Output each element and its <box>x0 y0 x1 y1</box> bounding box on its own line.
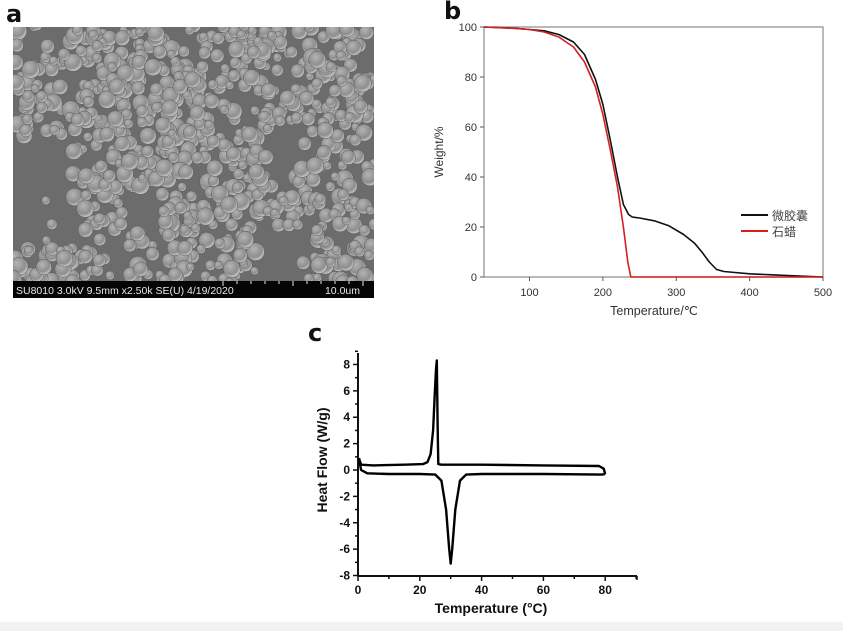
panel-label-c: c <box>308 319 323 347</box>
svg-text:-4: -4 <box>339 516 350 530</box>
tga-x-axis-label: Temperature/℃ <box>610 304 698 318</box>
dsc-series-1 <box>357 457 606 565</box>
tga-plot-frame: 100 200 300 400 500 0 20 40 60 80 100 <box>459 22 833 299</box>
svg-text:300: 300 <box>667 287 685 299</box>
tga-y-axis-label: Weight/% <box>432 126 446 177</box>
svg-text:-6: -6 <box>339 542 350 556</box>
svg-text:8: 8 <box>343 357 350 371</box>
dsc-y-axis-label: Heat Flow (W/g) <box>314 408 330 513</box>
microsphere-image <box>13 27 374 281</box>
tga-legend-label-0: 微胶囊 <box>772 208 808 223</box>
svg-text:20: 20 <box>413 583 427 597</box>
svg-text:100: 100 <box>520 287 538 299</box>
scale-ticks <box>222 281 364 286</box>
svg-text:-8: -8 <box>339 569 350 583</box>
panel-label-a: a <box>6 0 23 28</box>
svg-text:0: 0 <box>355 583 362 597</box>
svg-text:100: 100 <box>459 22 477 34</box>
dsc-series <box>357 359 607 565</box>
dsc-x-axis-label: Temperature (°C) <box>435 600 548 616</box>
svg-text:6: 6 <box>343 384 350 398</box>
sem-micrograph: SU8010 3.0kV 9.5mm x2.50k SE(U) 4/19/202… <box>13 27 374 298</box>
svg-text:40: 40 <box>465 172 477 184</box>
svg-text:20: 20 <box>465 222 477 234</box>
sem-info-bar: SU8010 3.0kV 9.5mm x2.50k SE(U) 4/19/202… <box>13 281 374 298</box>
dsc-series-0 <box>357 359 607 475</box>
svg-text:2: 2 <box>343 437 350 451</box>
svg-text:4: 4 <box>343 410 350 424</box>
panel-label-b: b <box>444 0 462 25</box>
svg-text:60: 60 <box>537 583 551 597</box>
tga-series <box>483 26 824 278</box>
sem-info-text: SU8010 3.0kV 9.5mm x2.50k SE(U) 4/19/202… <box>16 285 234 297</box>
svg-text:80: 80 <box>599 583 613 597</box>
sem-scale-label: 10.0um <box>324 285 360 297</box>
svg-text:0: 0 <box>343 463 350 477</box>
tga-legend-label-1: 石蜡 <box>772 225 796 239</box>
svg-text:-2: -2 <box>339 489 350 503</box>
svg-text:40: 40 <box>475 583 489 597</box>
svg-text:80: 80 <box>465 72 477 84</box>
tga-series-0 <box>483 26 824 278</box>
svg-text:400: 400 <box>740 287 758 299</box>
tga-series-1 <box>483 26 823 278</box>
svg-text:200: 200 <box>594 287 612 299</box>
svg-text:60: 60 <box>465 122 477 134</box>
svg-text:0: 0 <box>471 272 477 284</box>
dsc-axes: 0 20 40 60 80 -8 -6 -4 -2 0 2 4 6 8 <box>339 350 638 597</box>
svg-text:500: 500 <box>814 287 832 299</box>
